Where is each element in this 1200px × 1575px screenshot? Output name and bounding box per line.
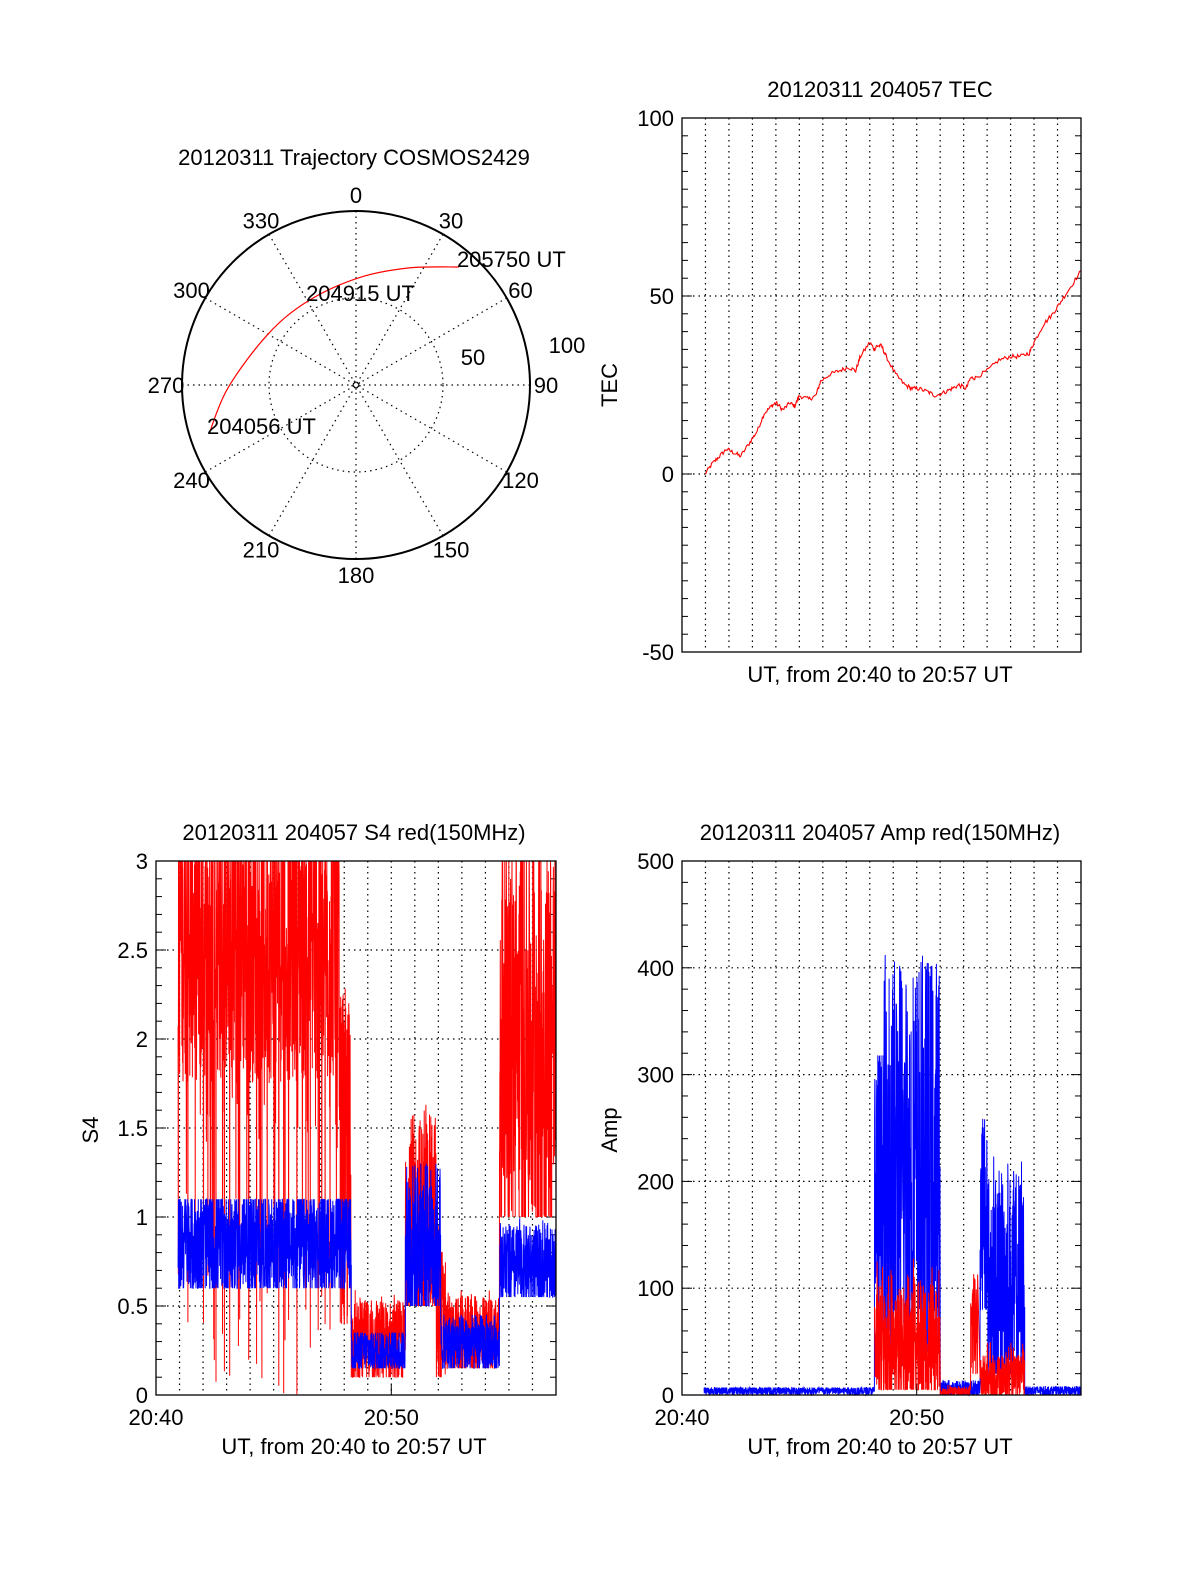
polar-annotations: 204056 UT 204915 UT 205750 UT [207, 247, 566, 439]
tec-panel: 20120311 204057 TEC TEC UT, from 20:40 t… [597, 77, 1082, 687]
tec-series-line [704, 270, 1082, 475]
polar-trajectory [208, 266, 459, 435]
polar-azimuth-label: 240 [173, 468, 210, 493]
amp-xtick-label: 20:50 [889, 1405, 944, 1430]
polar-azimuth-label: 60 [508, 278, 532, 303]
amp-ytick-label: 500 [637, 849, 674, 874]
s4-ytick-label: 2 [136, 1027, 148, 1052]
polar-time-annotation: 205750 UT [457, 247, 566, 272]
amp-title: 20120311 204057 Amp red(150MHz) [700, 820, 1060, 845]
amp-ytick-label: 300 [637, 1063, 674, 1088]
amp-red-series [874, 1258, 1026, 1396]
s4-ylabel: S4 [78, 1117, 103, 1144]
amp-panel: 20120311 204057 Amp red(150MHz) Amp UT, … [597, 820, 1082, 1459]
amp-xlabel: UT, from 20:40 to 20:57 UT [747, 1434, 1012, 1459]
amp-ytick-label: 400 [637, 956, 674, 981]
amp-blue-series [703, 954, 1082, 1397]
s4-ytick-label: 3 [136, 849, 148, 874]
polar-title: 20120311 Trajectory COSMOS2429 [178, 145, 530, 170]
polar-gridcircle-50 [268, 297, 444, 473]
s4-xtick-label: 20:40 [128, 1405, 183, 1430]
s4-title: 20120311 204057 S4 red(150MHz) [182, 820, 525, 845]
tec-ylabel: TEC [597, 363, 622, 407]
polar-azimuth-label: 30 [439, 208, 463, 233]
tec-ytick-label: -50 [642, 640, 674, 665]
s4-ytick-label: 1.5 [117, 1116, 148, 1141]
amp-ylabel: Amp [597, 1107, 622, 1152]
s4-ytick-label: 1 [136, 1205, 148, 1230]
amp-xtick-label: 20:40 [654, 1405, 709, 1430]
s4-xlabel: UT, from 20:40 to 20:57 UT [221, 1434, 486, 1459]
tec-axes: 100 50 0 -50 [637, 106, 1082, 665]
polar-spoke-150 [268, 234, 444, 536]
tec-frame [681, 117, 1082, 653]
polar-spoke-30 [268, 234, 444, 536]
polar-azimuth-label: 210 [243, 538, 280, 563]
amp-ytick-label: 0 [662, 1383, 674, 1408]
s4-ytick-label: 0 [136, 1383, 148, 1408]
s4-ytick-label: 0.5 [117, 1294, 148, 1319]
tec-ytick-label: 0 [662, 462, 674, 487]
s4-xtick-label: 20:50 [364, 1405, 419, 1430]
polar-azimuth-label: 300 [173, 278, 210, 303]
polar-radial-label-50: 50 [461, 345, 485, 370]
polar-azimuth-label: 120 [502, 468, 539, 493]
polar-azimuth-label: 180 [338, 563, 375, 588]
polar-grid [181, 210, 531, 560]
polar-panel: 20120311 Trajectory COSMOS2429 0 30 60 90 12… [148, 145, 586, 588]
polar-center-mark [351, 380, 361, 390]
s4-blue-series [177, 1163, 557, 1369]
polar-azimuth-label: 270 [148, 373, 185, 398]
tec-title: 20120311 204057 TEC [767, 77, 993, 102]
polar-azimuth-labels: 0 30 60 90 120 150 180 210 240 270 300 330 [148, 183, 559, 588]
tec-ytick-label: 100 [637, 106, 674, 131]
amp-ytick-label: 200 [637, 1169, 674, 1194]
polar-azimuth-label: 330 [243, 208, 280, 233]
polar-radial-label-100: 100 [549, 333, 586, 358]
amp-ytick-label: 100 [637, 1276, 674, 1301]
polar-spoke-60 [205, 297, 507, 473]
polar-time-annotation: 204056 UT [207, 414, 316, 439]
s4-axes: 0 0.5 1 1.5 2 2.5 3 20:40 20:50 [117, 849, 557, 1430]
polar-azimuth-label: 90 [534, 373, 558, 398]
amp-axes: 0 100 200 300 400 500 20:40 20:50 [637, 849, 1082, 1430]
polar-spoke-120 [205, 297, 507, 473]
s4-frame [155, 860, 557, 1396]
s4-ytick-label: 2.5 [117, 938, 148, 963]
amp-frame [681, 860, 1082, 1396]
polar-azimuth-label: 150 [433, 538, 470, 563]
s4-panel: 20120311 204057 S4 red(150MHz) S4 UT, fr… [78, 820, 557, 1459]
polar-time-annotation: 204915 UT [306, 281, 415, 306]
polar-azimuth-label: 0 [350, 183, 362, 208]
polar-trajectory-line [208, 266, 459, 435]
tec-xlabel: UT, from 20:40 to 20:57 UT [747, 662, 1012, 687]
tec-ytick-label: 50 [650, 284, 674, 309]
